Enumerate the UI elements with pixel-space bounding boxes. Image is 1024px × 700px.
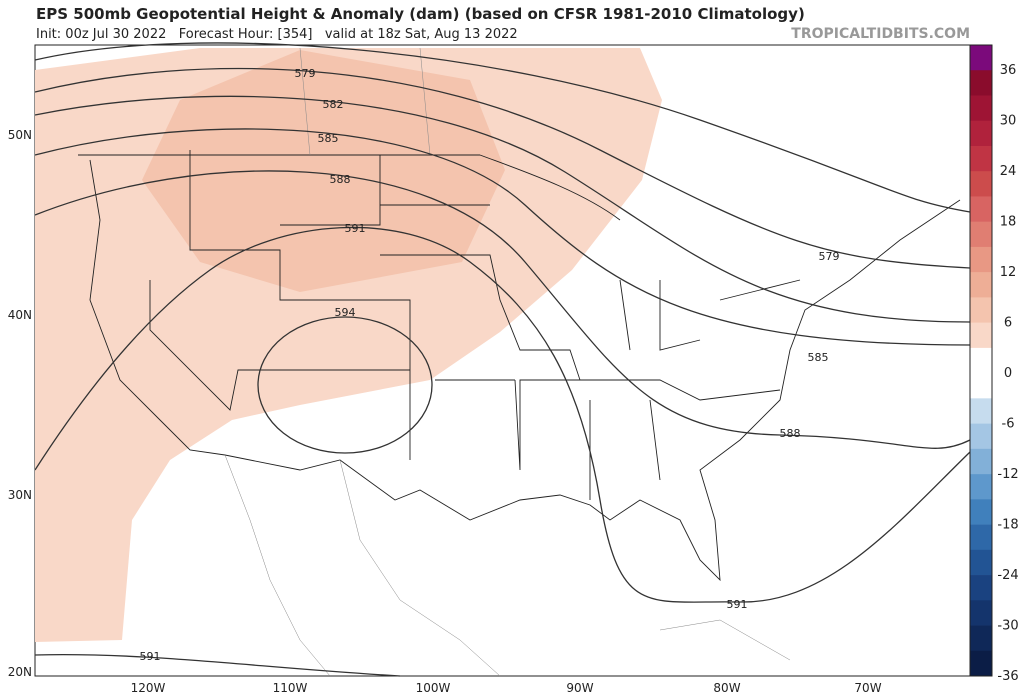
contour-label: 585 xyxy=(318,132,339,145)
colorbar-bin xyxy=(970,474,992,500)
colorbar-bin xyxy=(970,322,992,349)
colorbar-bin xyxy=(970,297,992,323)
height-contour xyxy=(34,170,971,449)
colorbar-bin xyxy=(970,272,992,298)
anomaly-shade xyxy=(142,50,505,292)
watermark: TROPICALTIDBITS.COM xyxy=(791,26,970,42)
colorbar-tick-label: -18 xyxy=(997,518,1018,533)
colorbar-bin xyxy=(970,398,992,424)
colorbar-tick-label: 0 xyxy=(1004,366,1012,381)
height-contour xyxy=(34,67,971,269)
colorbar-tick-label: -30 xyxy=(997,619,1018,634)
subtitle: Init: 00z Jul 30 2022 Forecast Hour: [35… xyxy=(36,27,518,42)
contour-label: 588 xyxy=(780,427,801,440)
contour-label: 585 xyxy=(808,351,829,364)
colorbar-bin xyxy=(970,196,992,222)
contour-label: 591 xyxy=(727,598,748,611)
colorbar-tick-label: 12 xyxy=(1000,265,1017,280)
contour-label: 579 xyxy=(819,250,840,263)
contour-label: 588 xyxy=(330,173,351,186)
mexico-borders xyxy=(224,47,791,677)
height-contour xyxy=(257,316,433,454)
lat-label: 30N xyxy=(8,488,32,502)
lon-label: 70W xyxy=(854,681,881,695)
colorbar-bin xyxy=(970,347,992,374)
contour-label: 591 xyxy=(140,650,161,663)
colorbar-tick-label: -6 xyxy=(1002,417,1015,432)
title: EPS 500mb Geopotential Height & Anomaly … xyxy=(36,5,805,23)
colorbar-tick-label: -24 xyxy=(997,568,1018,583)
colorbar-tick-label: 18 xyxy=(1000,215,1017,230)
height-contour xyxy=(34,95,971,323)
colorbar-tick-label: 6 xyxy=(1004,316,1012,331)
lat-label: 20N xyxy=(8,665,32,679)
colorbar: 36 30 24 18 12 6 0 -6 -12 -18 -24 -30 -36 xyxy=(969,44,1019,684)
colorbar-bin xyxy=(970,45,992,71)
colorbar-bin xyxy=(970,246,992,273)
colorbar-bin xyxy=(970,448,992,475)
lon-label: 90W xyxy=(566,681,593,695)
height-contour xyxy=(34,226,971,603)
colorbar-bin xyxy=(970,575,992,601)
contour-label: 594 xyxy=(335,306,356,319)
colorbar-tick-label: -36 xyxy=(997,669,1018,684)
contour-label: 591 xyxy=(345,222,366,235)
contour-label: 582 xyxy=(323,98,344,111)
colorbar-bin xyxy=(970,95,992,122)
colorbar-bin xyxy=(970,524,992,551)
colorbar-tick-label: 30 xyxy=(1000,114,1017,129)
colorbar-tick-label: 24 xyxy=(1000,164,1017,179)
coastline xyxy=(78,154,961,582)
colorbar-bin xyxy=(970,221,992,248)
height-contour xyxy=(34,653,401,677)
colorbar-bin xyxy=(970,145,992,172)
height-contour xyxy=(34,42,971,213)
colorbar-frame xyxy=(969,44,993,677)
colorbar-tick-label: 36 xyxy=(1000,63,1017,78)
colorbar-bin xyxy=(970,70,992,96)
colorbar-bin xyxy=(970,549,992,576)
state-borders xyxy=(149,150,801,500)
map-area xyxy=(34,42,971,677)
lon-label: 100W xyxy=(416,681,451,695)
lat-label: 50N xyxy=(8,128,32,142)
colorbar-bin xyxy=(970,625,992,652)
colorbar-bin xyxy=(970,373,992,399)
colorbar-bin xyxy=(970,499,992,525)
colorbar-bin xyxy=(970,120,992,147)
lon-label: 110W xyxy=(273,681,308,695)
lon-label: 120W xyxy=(131,681,166,695)
height-contour xyxy=(34,128,971,346)
lon-label: 80W xyxy=(713,681,740,695)
colorbar-bin xyxy=(970,600,992,626)
colorbar-bin xyxy=(970,171,992,197)
lat-label: 40N xyxy=(8,308,32,322)
contour-label: 579 xyxy=(295,67,316,80)
colorbar-tick-label: -12 xyxy=(997,467,1018,482)
colorbar-bin xyxy=(970,650,992,677)
colorbar-bin xyxy=(970,423,992,450)
